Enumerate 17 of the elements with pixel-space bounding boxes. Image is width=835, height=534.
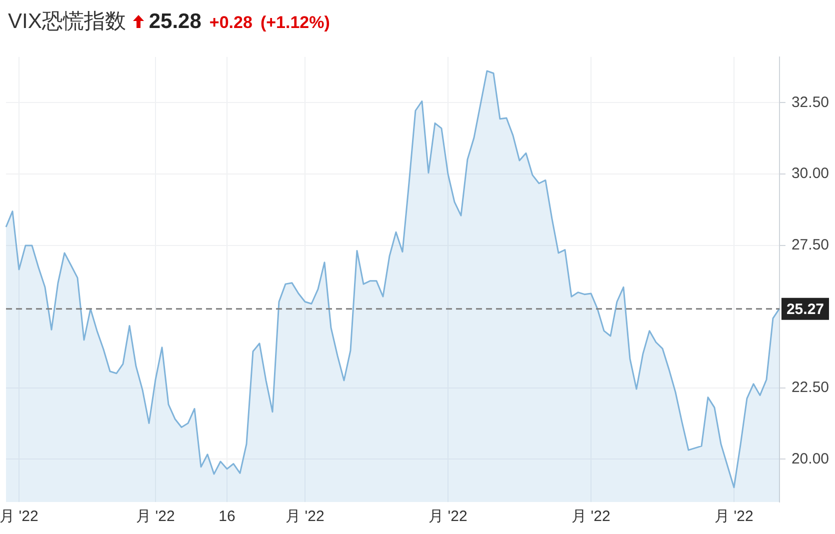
x-tick-label: 月 '22 [136,508,175,526]
ref-line-label: 25.27 [786,301,824,318]
y-tick-label: 30.00 [791,165,830,182]
x-tick-label: 16 [218,508,236,526]
x-tick-label: 月 '22 [0,508,38,526]
y-tick-label: 32.50 [791,94,830,111]
text: (+1.12%) [260,13,330,33]
y-tick-label: 22.50 [791,379,830,396]
y-tick-label: 20.00 [791,450,830,468]
chart-title: VIX恐慌指数 [8,9,126,35]
x-tick-label: 月 '22 [286,508,324,526]
x-tick-label: 月 '22 [572,508,610,526]
y-tick-label: 27.50 [791,236,830,254]
text: 25.28 [148,10,202,34]
x-tick-label: 月 '22 [428,508,468,526]
x-tick-label: 月 '22 [714,508,754,526]
text: +0.28 [209,13,252,33]
